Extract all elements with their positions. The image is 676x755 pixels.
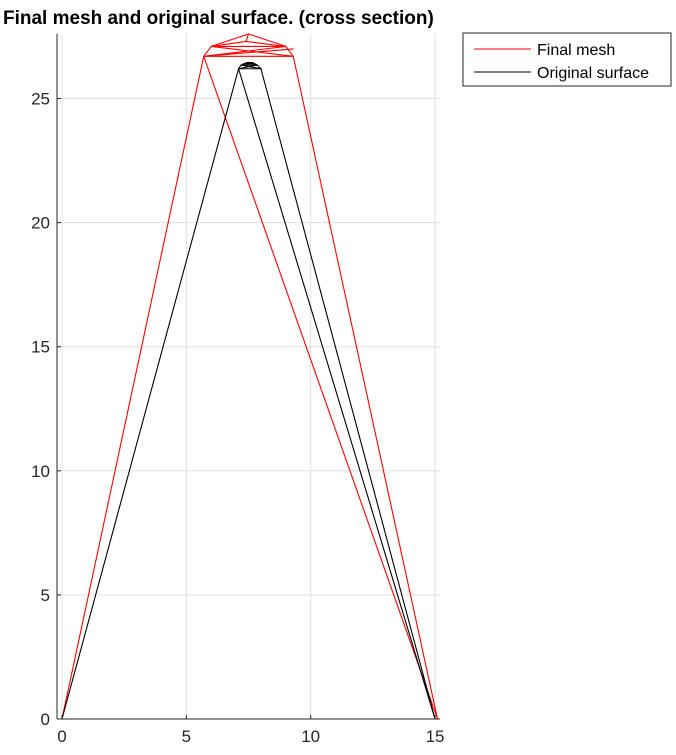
mesh-edge xyxy=(238,64,258,70)
legend-label-original-surface: Original surface xyxy=(537,65,649,82)
tick-labels: 0 5 10 15 0 5 10 15 20 25 xyxy=(31,90,444,746)
mesh-edge xyxy=(246,61,256,65)
plot-area: 0 5 10 15 0 5 10 15 20 25 xyxy=(31,33,444,746)
chart-title: Final mesh and original surface. (cross … xyxy=(3,8,434,29)
mesh-edge xyxy=(238,68,436,720)
mesh-edge xyxy=(245,40,287,47)
legend-label-final-mesh: Final mesh xyxy=(537,42,615,59)
grid-lines xyxy=(57,34,440,720)
mesh-edge xyxy=(285,45,294,57)
mesh-edge xyxy=(210,40,247,47)
y-tick-label: 20 xyxy=(31,214,50,233)
mesh-edge xyxy=(245,33,250,42)
mesh-edge xyxy=(61,55,205,720)
mesh-edge xyxy=(203,55,439,720)
y-tick-label: 5 xyxy=(41,586,50,605)
axes xyxy=(56,34,440,720)
mesh-edge xyxy=(292,55,439,720)
mesh-edge xyxy=(240,64,262,70)
y-tick-label: 10 xyxy=(31,462,50,481)
tick-marks xyxy=(57,98,436,720)
x-tick-label: 10 xyxy=(301,727,320,746)
mesh-edge xyxy=(210,45,294,57)
y-tick-label: 15 xyxy=(31,338,50,357)
mesh-edge xyxy=(247,33,287,47)
y-tick-label: 0 xyxy=(41,710,50,729)
axes-background xyxy=(57,34,440,719)
legend-box xyxy=(462,32,672,87)
mesh-edge xyxy=(61,68,240,720)
x-tick-label: 0 xyxy=(57,727,66,746)
x-tick-label: 15 xyxy=(426,727,445,746)
mesh-edge xyxy=(260,68,436,720)
mesh-edge xyxy=(203,45,212,57)
x-tick-label: 5 xyxy=(182,727,191,746)
mesh-edge xyxy=(203,48,294,57)
legend: Final mesh Original surface xyxy=(462,32,672,87)
y-tick-label: 25 xyxy=(31,90,50,109)
mesh-edge xyxy=(210,33,250,47)
